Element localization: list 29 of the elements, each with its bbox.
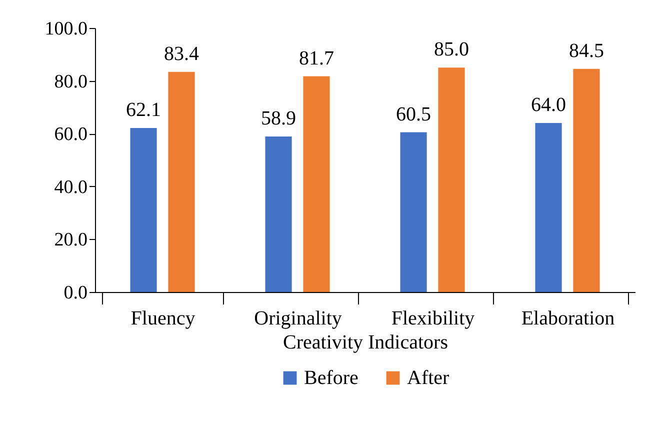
x-tick-label: Flexibility bbox=[391, 308, 475, 330]
y-tick-label: 100.0 bbox=[44, 18, 88, 40]
bar bbox=[130, 128, 157, 292]
y-tick-label: 80.0 bbox=[54, 71, 88, 92]
bar bbox=[573, 68, 600, 292]
data-label: 60.5 bbox=[396, 103, 432, 126]
x-tick-label: Elaboration bbox=[521, 308, 615, 330]
bar bbox=[303, 76, 330, 292]
bar bbox=[265, 136, 292, 292]
y-tick-label: 60.0 bbox=[54, 124, 88, 146]
legend-label: After bbox=[407, 367, 450, 389]
data-label: 58.9 bbox=[261, 108, 296, 130]
bar bbox=[168, 72, 195, 292]
x-tick-label: Originality bbox=[254, 308, 342, 330]
bar bbox=[438, 68, 465, 292]
x-axis-title: Creativity Indicators bbox=[283, 332, 448, 354]
bar bbox=[400, 132, 427, 292]
data-label: 83.4 bbox=[164, 42, 199, 65]
y-tick-label: 40.0 bbox=[54, 176, 88, 198]
x-tick-label: Fluency bbox=[130, 308, 196, 330]
data-label: 81.7 bbox=[298, 47, 334, 70]
y-tick-label: 20.0 bbox=[54, 230, 88, 251]
data-label: 84.5 bbox=[568, 40, 604, 62]
data-label: 85.0 bbox=[434, 38, 469, 61]
data-label: 64.0 bbox=[531, 94, 566, 116]
legend-label: Before bbox=[304, 367, 359, 389]
data-label: 62.1 bbox=[126, 99, 162, 122]
bar bbox=[535, 123, 562, 292]
y-tick-label: 0.0 bbox=[64, 282, 88, 304]
